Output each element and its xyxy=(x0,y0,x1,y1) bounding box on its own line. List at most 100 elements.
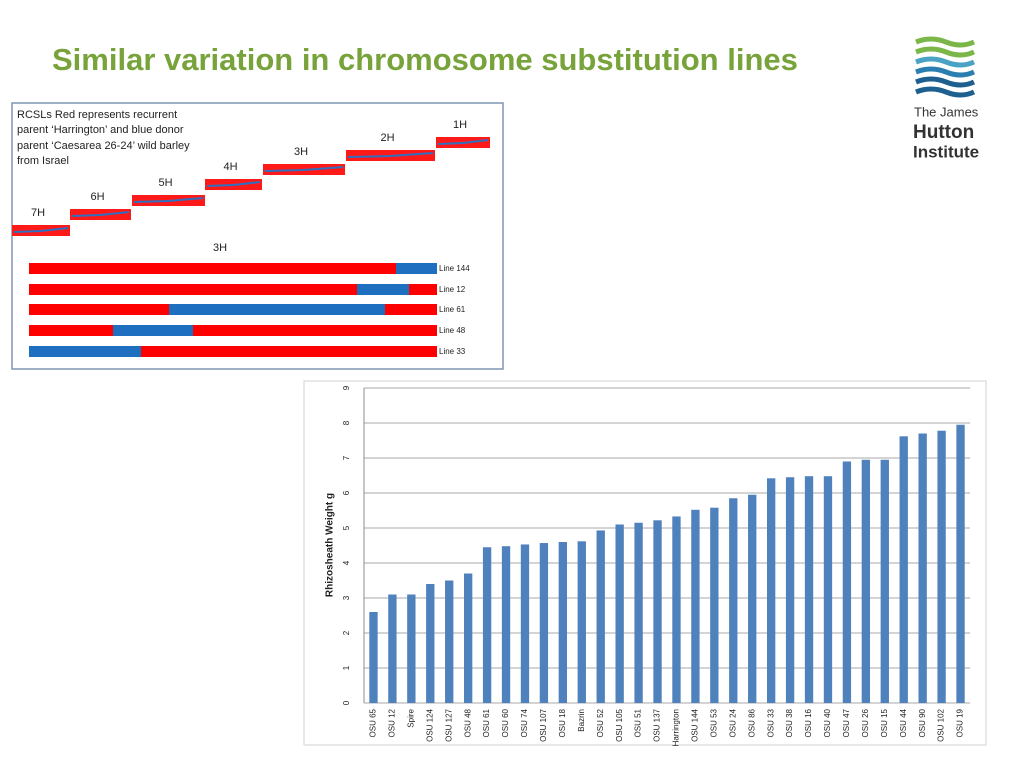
x-tick-label: OSU 44 xyxy=(899,708,908,737)
bar xyxy=(388,594,397,703)
chromosome-label: 3H xyxy=(294,146,308,158)
y-tick-label: 5 xyxy=(342,525,351,530)
y-axis-label: Rhizosheath Weight g xyxy=(325,493,336,597)
x-tick-label: OSU 144 xyxy=(691,708,700,741)
y-tick-label: 6 xyxy=(342,490,351,495)
bar xyxy=(558,542,568,703)
segment xyxy=(29,263,396,274)
bar xyxy=(766,478,776,703)
description: RCSLs Red represents recurrent xyxy=(17,109,177,121)
line-label: Line 48 xyxy=(439,326,466,335)
diagram-frame xyxy=(11,102,504,370)
x-tick-label: Spire xyxy=(406,708,415,727)
x-tick-label: OSU 124 xyxy=(425,708,434,741)
bar xyxy=(577,541,586,703)
bar xyxy=(710,507,719,703)
logo-icon xyxy=(914,36,976,100)
x-tick-label: OSU 86 xyxy=(747,708,756,737)
bar xyxy=(501,546,511,703)
segment xyxy=(29,284,357,295)
segment xyxy=(193,325,437,336)
bar xyxy=(691,509,700,703)
bar xyxy=(804,476,814,703)
x-tick-label: OSU 74 xyxy=(520,708,529,737)
detail-title: 3H xyxy=(213,242,227,254)
chromosome-donor xyxy=(264,166,344,172)
chromosome-donor xyxy=(13,227,69,233)
x-tick-label: OSU 90 xyxy=(918,708,927,737)
slide-title: Similar variation in chromosome substitu… xyxy=(52,42,798,77)
y-tick-label: 8 xyxy=(342,420,351,425)
bar xyxy=(615,524,624,703)
x-tick-label: OSU 137 xyxy=(653,708,662,741)
x-tick-label: OSU 61 xyxy=(482,708,491,737)
y-tick-label: 4 xyxy=(342,560,351,565)
x-tick-label: OSU 127 xyxy=(444,708,453,741)
segment xyxy=(396,263,437,274)
chromosome-donor xyxy=(347,152,434,158)
chromosome-donor xyxy=(437,139,489,145)
chromosome-donor xyxy=(206,181,261,187)
x-tick-label: OSU 53 xyxy=(709,708,718,737)
x-tick-label: OSU 26 xyxy=(861,708,870,737)
logo-text: Institute xyxy=(913,142,979,161)
bar xyxy=(880,459,889,703)
line-label: Line 33 xyxy=(439,347,466,356)
bar xyxy=(861,459,871,703)
bar xyxy=(445,580,454,703)
line-label: Line 144 xyxy=(439,264,470,273)
bar xyxy=(729,498,738,703)
y-tick-label: 0 xyxy=(342,700,351,705)
x-tick-label: OSU 65 xyxy=(369,708,378,737)
bar xyxy=(842,461,852,703)
bar xyxy=(672,516,681,703)
x-tick-label: OSU 15 xyxy=(880,708,889,737)
segment xyxy=(385,304,437,315)
x-tick-label: OSU 52 xyxy=(596,708,605,737)
bar xyxy=(653,520,662,703)
x-tick-label: OSU 33 xyxy=(766,708,775,737)
segment xyxy=(29,346,141,357)
segment xyxy=(113,325,193,336)
bar xyxy=(785,477,795,703)
chromosome-label: 5H xyxy=(159,177,173,189)
bar xyxy=(634,522,643,703)
y-tick-label: 9 xyxy=(342,385,351,390)
x-tick-label: OSU 105 xyxy=(615,708,624,741)
segment xyxy=(357,284,409,295)
bar xyxy=(748,494,757,703)
bar xyxy=(463,573,473,703)
x-tick-label: OSU 18 xyxy=(558,708,567,737)
segment xyxy=(169,304,385,315)
y-tick-label: 7 xyxy=(342,455,351,460)
chromosome-label: 4H xyxy=(224,161,238,173)
x-tick-label: Bazrin xyxy=(577,709,586,732)
bar xyxy=(482,547,492,703)
x-tick-label: OSU 19 xyxy=(956,708,965,737)
x-tick-label: OSU 40 xyxy=(823,708,832,737)
x-tick-label: OSU 60 xyxy=(501,708,510,737)
bar xyxy=(937,430,946,703)
x-tick-label: OSU 24 xyxy=(728,708,737,737)
chromosome-donor xyxy=(71,211,130,217)
description: from Israel xyxy=(17,155,69,167)
chromosome-label: 7H xyxy=(31,207,45,219)
x-tick-label: OSU 38 xyxy=(785,708,794,737)
bar xyxy=(539,543,549,703)
bar xyxy=(520,544,530,703)
logo-text: Hutton xyxy=(913,122,974,143)
segment xyxy=(29,304,169,315)
x-tick-label: OSU 48 xyxy=(463,708,472,737)
y-tick-label: 2 xyxy=(342,630,351,635)
x-tick-label: OSU 107 xyxy=(539,708,548,741)
bar xyxy=(823,476,833,703)
bar xyxy=(918,433,927,703)
bar xyxy=(596,530,605,703)
x-tick-label: OSU 51 xyxy=(634,708,643,737)
line-label: Line 12 xyxy=(439,285,466,294)
segment xyxy=(409,284,437,295)
description: parent ‘Caesarea 26-24’ wild barley xyxy=(17,140,190,152)
y-tick-label: 1 xyxy=(342,665,351,670)
